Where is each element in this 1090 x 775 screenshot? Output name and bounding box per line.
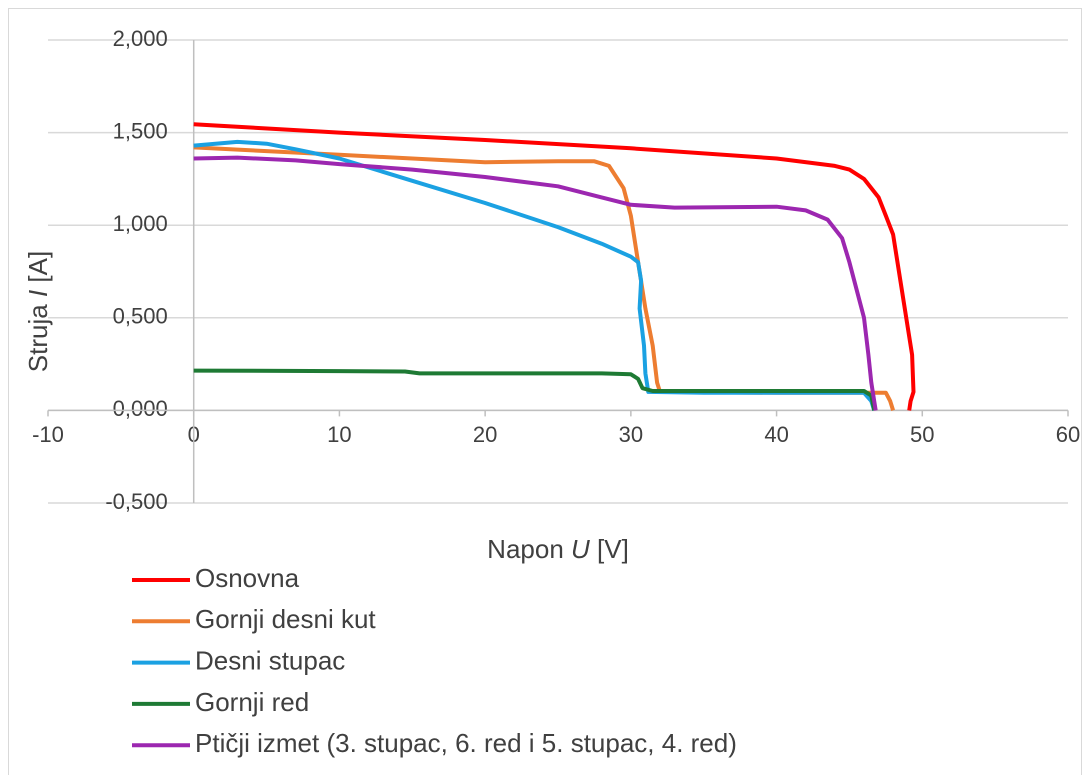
legend-label: Gornji red <box>195 687 309 717</box>
series-line <box>193 122 916 411</box>
series-line <box>193 368 877 411</box>
x-tick-label: 60 <box>1056 422 1080 447</box>
axis-title: Napon U [V] <box>487 534 629 564</box>
y-tick-label: 0,500 <box>113 304 168 329</box>
y-tick-label: 2,000 <box>113 26 168 51</box>
y-tick-label: 0,000 <box>113 396 168 421</box>
x-tick-label: 50 <box>910 422 934 447</box>
y-tick-label: 1,000 <box>113 211 168 236</box>
y-tick-label: 1,500 <box>113 118 168 143</box>
x-tick-label: 10 <box>327 422 351 447</box>
x-tick-label: -10 <box>32 422 64 447</box>
chart-frame <box>8 8 1082 775</box>
legend-label: Osnovna <box>195 563 300 593</box>
y-tick-label: -0,500 <box>105 489 167 514</box>
series-line <box>193 155 878 411</box>
legend-label: Desni stupac <box>195 645 345 675</box>
x-tick-label: 30 <box>619 422 643 447</box>
x-tick-label: 20 <box>473 422 497 447</box>
axis-title: Struja I [A] <box>23 251 53 372</box>
legend-label: Ptičji izmet (3. stupac, 6. red i 5. stu… <box>195 728 737 758</box>
x-tick-label: 40 <box>764 422 788 447</box>
legend-label: Gornji desni kut <box>195 604 376 634</box>
